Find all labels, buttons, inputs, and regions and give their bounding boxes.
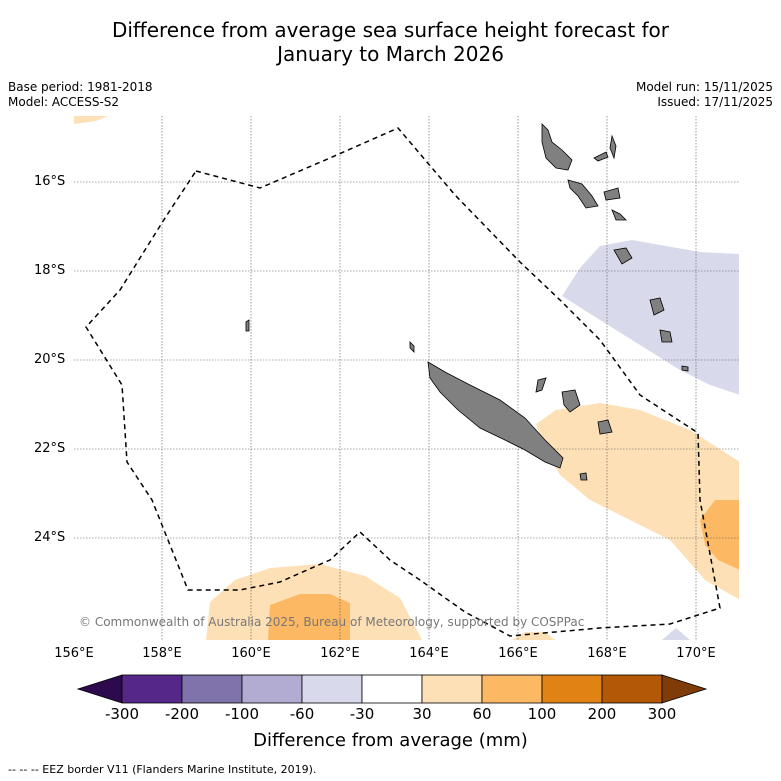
colorbar-title: Difference from average (mm) [253, 730, 528, 751]
gridlines [74, 116, 739, 640]
title-line-1: Difference from average sea surface heig… [111, 18, 670, 42]
lat-label-20s: 20°S [34, 352, 66, 367]
colorbar-segment [421, 674, 483, 704]
anomaly-strong-region-south [268, 594, 350, 640]
base-period: Base period: 1981-2018 [8, 80, 153, 94]
eez-border [85, 127, 721, 637]
anomaly-positive-region-east [536, 403, 739, 600]
vanuatu-island-4 [603, 187, 621, 201]
title-line-2: January to March 2026 [277, 42, 504, 66]
lat-label-24s: 24°S [34, 530, 66, 545]
loyalty-island-2 [597, 419, 613, 435]
loyalty-island-4 [535, 377, 547, 393]
anomaly-strong-region-east [700, 500, 739, 570]
lon-label-170e: 170°E [676, 646, 716, 661]
vanuatu-island-2 [567, 179, 599, 209]
lon-label-168e: 168°E [587, 646, 627, 661]
vanuatu-island-8 [649, 297, 665, 316]
vanuatu-island-1 [541, 123, 573, 171]
vanuatu-island-5 [609, 134, 617, 160]
anomaly-negative-region-bottom [662, 628, 690, 640]
colorbar-tick-label: -100 [224, 705, 260, 723]
colorbar-segment [121, 674, 183, 704]
colorbar-tick-label: -200 [164, 705, 200, 723]
colorbar-tick-label: -30 [349, 705, 375, 723]
colorbar-extend-low [76, 674, 123, 704]
copyright-notice: © Commonwealth of Australia 2025, Bureau… [79, 615, 585, 629]
vanuatu-island-6 [611, 209, 627, 221]
colorbar-tick-label: 60 [472, 705, 492, 723]
colorbar-segment [481, 674, 543, 704]
issued-date: Issued: 17/11/2025 [657, 95, 773, 109]
colorbar-tick-label: 300 [647, 705, 677, 723]
lat-label-16s: 16°S [34, 174, 66, 189]
meta-right: Model run: 15/11/2025 Issued: 17/11/2025 [636, 80, 773, 110]
loyalty-island-1 [561, 389, 581, 413]
map-title: Difference from average sea surface heig… [0, 18, 781, 66]
anomaly-positive-region-top [74, 116, 108, 124]
lon-label-166e: 166°E [498, 646, 538, 661]
colorbar-segment [601, 674, 663, 704]
anomaly-positive-region-bottom [512, 632, 555, 640]
anomaly-negative-region [562, 240, 739, 395]
colorbar-segment [361, 674, 423, 704]
colorbar-segment [541, 674, 603, 704]
colorbar-segment [241, 674, 303, 704]
islet-2 [409, 341, 415, 353]
vanuatu-island-9 [659, 329, 673, 343]
colorbar-extend-high [661, 674, 708, 704]
colorbar [76, 674, 708, 704]
colorbar-tick-label: 30 [412, 705, 432, 723]
meta-left: Base period: 1981-2018 Model: ACCESS-S2 [8, 80, 153, 110]
lon-label-156e: 156°E [54, 646, 94, 661]
land [245, 123, 689, 481]
colorbar-tick-label: 200 [587, 705, 617, 723]
vanuatu-island-10 [681, 365, 689, 372]
vanuatu-island-7 [613, 247, 633, 265]
model-run: Model run: 15/11/2025 [635, 80, 773, 94]
colorbar-tick-label: 100 [527, 705, 557, 723]
eez-legend-note: -- -- -- EEZ border V11 (Flanders Marine… [8, 763, 317, 776]
loyalty-island-3 [579, 472, 588, 481]
colorbar-segment [301, 674, 363, 704]
islet-1 [245, 319, 250, 332]
new-caledonia [427, 361, 564, 469]
lat-label-18s: 18°S [34, 263, 66, 278]
colorbar-segment [181, 674, 243, 704]
lon-label-158e: 158°E [142, 646, 182, 661]
lon-label-164e: 164°E [409, 646, 449, 661]
lon-label-160e: 160°E [231, 646, 271, 661]
vanuatu-island-3 [593, 151, 609, 162]
lon-label-162e: 162°E [320, 646, 360, 661]
colorbar-tick-label: -60 [289, 705, 315, 723]
colorbar-tick-label: -300 [104, 705, 140, 723]
lat-label-22s: 22°S [34, 441, 66, 456]
map-canvas [74, 116, 739, 640]
model-name: Model: ACCESS-S2 [8, 95, 120, 109]
